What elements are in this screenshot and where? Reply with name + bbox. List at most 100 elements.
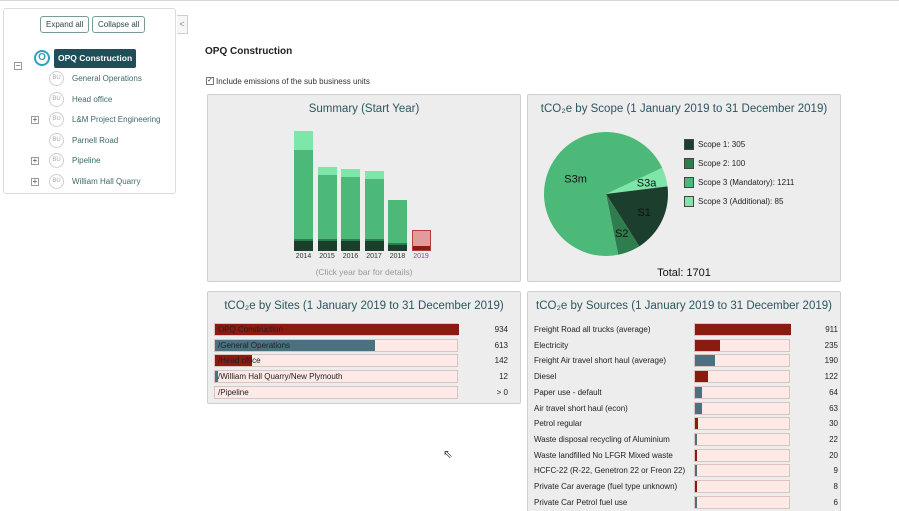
site-bar[interactable]: /Pipeline — [214, 385, 458, 399]
tree-expand-toggle[interactable]: + — [31, 156, 39, 165]
summary-bar-2014-segment[interactable] — [294, 240, 313, 251]
business-unit-icon: BU — [49, 173, 64, 189]
summary-bar-2017-segment[interactable] — [364, 239, 384, 242]
summary-year-label[interactable]: 2018 — [389, 253, 406, 260]
summary-year-label[interactable]: 2017 — [366, 253, 382, 260]
source-label: Private Car Petrol fuel use — [534, 497, 628, 507]
summary-bar-2018-segment[interactable] — [388, 243, 407, 245]
include-sub-units-checkbox[interactable]: ✓ — [206, 77, 214, 85]
source-bar-fill — [695, 433, 698, 445]
site-bar-value: 142 — [494, 356, 508, 366]
source-bar[interactable] — [694, 432, 790, 446]
site-bar-label: /Head office — [218, 356, 261, 366]
organisation-icon: O — [34, 50, 50, 66]
site-bar-value: 613 — [494, 340, 508, 350]
summary-year-label[interactable]: 2015 — [319, 253, 335, 260]
source-bar-fill — [695, 324, 791, 335]
scope-legend-item: Scope 3 (Additional): 85 — [684, 196, 783, 207]
site-bar[interactable]: /Head office — [214, 354, 458, 368]
collapse-all-button[interactable]: Collapse all — [92, 16, 146, 33]
summary-bar-2014-segment[interactable] — [294, 149, 313, 239]
source-bar[interactable] — [694, 323, 791, 336]
source-bar-value: 6 — [833, 497, 838, 507]
source-label: Air travel short haul (econ) — [534, 403, 628, 413]
tree-root-opq-construction[interactable]: OPQ Construction — [54, 49, 137, 68]
summary-bar-2017-segment[interactable] — [364, 241, 384, 251]
source-bar[interactable] — [694, 401, 790, 415]
sidebar-collapse-tab[interactable]: < — [177, 15, 188, 34]
site-bar-label: /William Hall Quarry/New Plymouth — [218, 372, 343, 382]
summary-bar-2014-segment[interactable] — [294, 238, 313, 241]
summary-bar-2014-segment[interactable] — [294, 131, 313, 150]
source-bar[interactable] — [694, 448, 790, 462]
source-bar-fill — [695, 402, 702, 414]
site-bar-label: OPQ Construction — [218, 325, 283, 334]
source-bar-fill — [695, 371, 708, 383]
source-label: Freight Road all trucks (average) — [534, 325, 651, 334]
summary-year-label[interactable]: 2014 — [295, 253, 312, 260]
pie-slice-scope3-mandatory[interactable] — [544, 132, 663, 256]
summary-bar-2018-segment[interactable] — [388, 199, 407, 244]
summary-year-label[interactable]: 2019 — [413, 253, 429, 260]
summary-bar-2015-segment[interactable] — [317, 166, 337, 176]
summary-bar-2019-selected[interactable] — [411, 230, 431, 251]
site-bar[interactable]: /William Hall Quarry/New Plymouth — [214, 370, 458, 384]
source-label: Diesel — [534, 372, 557, 382]
source-bar[interactable] — [694, 417, 790, 431]
source-bar[interactable] — [694, 495, 790, 509]
business-unit-tree: Expand all Collapse all − O OPQ Construc… — [3, 8, 176, 194]
business-unit-icon: BU — [49, 91, 64, 107]
summary-year-label[interactable]: 2016 — [342, 253, 359, 260]
summary-bar-2016-segment[interactable] — [341, 241, 360, 251]
root-collapse-toggle[interactable]: − — [14, 61, 22, 70]
tree-item-parnell-road[interactable]: Parnell Road — [72, 135, 119, 145]
site-bar[interactable]: OPQ Construction — [214, 323, 459, 336]
pie-slice-scope3-additional-label: S3a — [637, 177, 657, 189]
scope-legend-text: Scope 1: 305 — [698, 140, 746, 149]
summary-bar-2018-segment[interactable] — [388, 244, 407, 251]
summary-bar-2015-segment[interactable] — [317, 175, 337, 240]
scope-panel: tCO₂e by Scope (1 January 2019 to 31 Dec… — [527, 94, 841, 282]
page-title: OPQ Construction — [205, 46, 293, 57]
scope-total: Total: 1701 — [657, 267, 711, 279]
source-bar[interactable] — [694, 480, 790, 493]
scope-legend-swatch — [684, 177, 694, 188]
include-sub-units-option[interactable]: ✓ Include emissions of the sub business u… — [206, 77, 370, 87]
source-bar[interactable] — [694, 354, 790, 368]
summary-bar-2015-segment[interactable] — [317, 241, 337, 251]
top-divider — [0, 0, 899, 1]
expand-all-button[interactable]: Expand all — [40, 16, 90, 33]
tree-expand-toggle[interactable]: + — [31, 176, 39, 186]
summary-bar-2015-segment[interactable] — [317, 239, 337, 242]
summary-bar-2016-segment[interactable] — [341, 177, 360, 240]
tree-item-william-hall-quarry[interactable]: William Hall Quarry — [72, 176, 141, 186]
tree-item-head-office[interactable]: Head office — [72, 94, 113, 104]
tree-item-general-operations[interactable]: General Operations — [72, 74, 142, 83]
tree-expand-toggle[interactable]: + — [31, 115, 39, 124]
pie-slice-scope2[interactable] — [606, 194, 640, 255]
pie-slice-scope3-additional[interactable] — [606, 167, 668, 194]
source-label: Petrol regular — [534, 419, 583, 429]
tree-item-l-m-project-engineering[interactable]: L&M Project Engineering — [72, 115, 161, 124]
sites-title: tCO₂e by Sites (1 January 2019 to 31 Dec… — [224, 300, 504, 312]
summary-bar-2017-segment[interactable] — [364, 179, 384, 240]
scope-legend-swatch — [684, 158, 694, 169]
tree-item-pipeline[interactable]: Pipeline — [72, 156, 101, 165]
source-bar-value: 235 — [824, 340, 838, 350]
site-bar-fill — [215, 339, 376, 351]
source-bar[interactable] — [694, 370, 790, 384]
site-bar-fill — [215, 324, 459, 335]
summary-bar-2016-segment[interactable] — [341, 239, 360, 242]
source-bar-fill — [695, 449, 698, 461]
summary-bar-2017-segment[interactable] — [364, 170, 384, 180]
source-bar[interactable] — [694, 464, 790, 478]
site-bar-value: 12 — [499, 372, 508, 382]
pie-slice-scope1[interactable] — [606, 186, 668, 247]
summary-bar-2016-segment[interactable] — [341, 168, 360, 178]
source-bar[interactable] — [694, 338, 790, 352]
source-bar-value: 63 — [829, 403, 838, 413]
source-bar[interactable] — [694, 385, 790, 399]
scope-title: tCO₂e by Scope (1 January 2019 to 31 Dec… — [540, 103, 828, 115]
source-bar-value: 911 — [825, 325, 838, 334]
site-bar[interactable]: /General Operations — [214, 338, 458, 352]
